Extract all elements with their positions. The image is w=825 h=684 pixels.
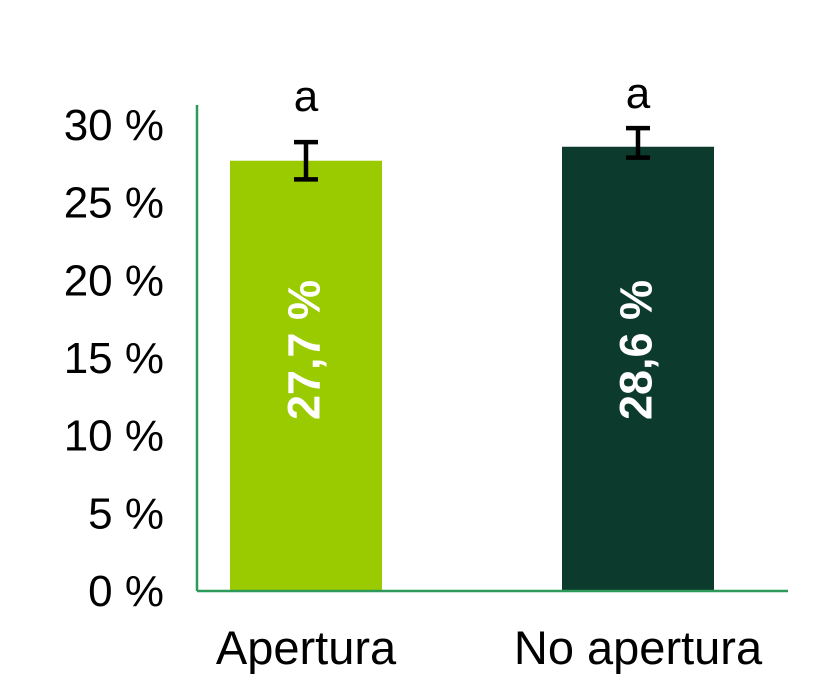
y-tick-label: 5 % bbox=[88, 489, 164, 538]
significance-letter: a bbox=[294, 72, 319, 121]
bar-apertura bbox=[230, 160, 382, 591]
y-tick-label: 30 % bbox=[64, 101, 164, 150]
y-tick-label: 25 % bbox=[64, 179, 164, 228]
y-tick-label: 10 % bbox=[64, 412, 164, 461]
y-tick-label: 0 % bbox=[88, 567, 164, 616]
x-category-label: Apertura bbox=[216, 621, 397, 674]
bar-value-label: 27,7 % bbox=[279, 280, 330, 420]
x-category-label: No apertura bbox=[514, 621, 763, 674]
y-tick-label: 15 % bbox=[64, 334, 164, 383]
bar-value-labels: 27,7 % 28,6 % bbox=[279, 280, 662, 420]
bars bbox=[230, 146, 714, 591]
significance-letter: a bbox=[626, 69, 651, 118]
axes bbox=[195, 105, 788, 593]
y-tick-label: 20 % bbox=[64, 256, 164, 305]
error-bar bbox=[294, 139, 318, 182]
error-bars bbox=[294, 125, 650, 182]
bar-no-apertura bbox=[562, 146, 714, 591]
y-axis-ticks: 0 % 5 % 10 % 15 % 20 % 25 % 30 % bbox=[64, 101, 164, 616]
error-bar bbox=[626, 125, 650, 160]
x-axis-category-labels: Apertura No apertura bbox=[216, 621, 763, 674]
bar-value-label: 28,6 % bbox=[611, 280, 662, 420]
